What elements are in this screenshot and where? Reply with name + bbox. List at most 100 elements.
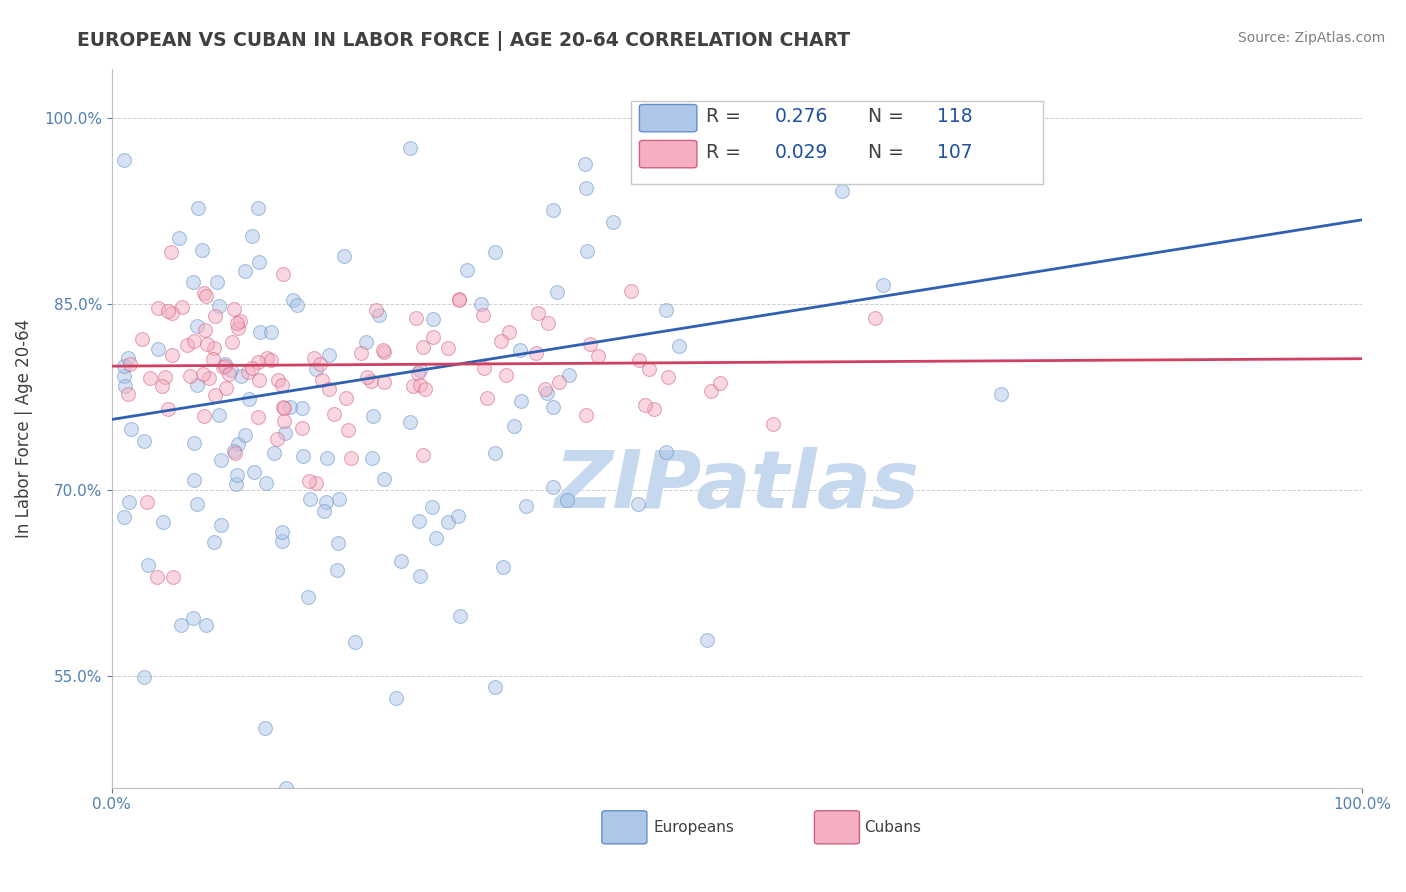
Point xyxy=(209,452,232,467)
Point xyxy=(322,408,344,422)
Point xyxy=(361,451,384,466)
Point xyxy=(408,515,430,529)
Point xyxy=(336,423,359,437)
FancyBboxPatch shape xyxy=(640,140,697,168)
Point xyxy=(557,492,579,507)
Point xyxy=(238,392,260,406)
Point xyxy=(271,524,294,539)
Point xyxy=(176,338,198,352)
Point xyxy=(112,369,135,384)
Point xyxy=(361,409,384,423)
Point xyxy=(273,425,295,440)
Point xyxy=(181,611,204,625)
Point xyxy=(212,359,235,374)
Point xyxy=(699,384,721,399)
Point xyxy=(492,559,515,574)
Point xyxy=(437,341,460,355)
Point xyxy=(226,467,249,482)
Point xyxy=(160,245,183,260)
Point xyxy=(290,401,312,416)
Point xyxy=(283,293,305,308)
Text: R =: R = xyxy=(706,144,741,162)
Point xyxy=(634,398,657,412)
Point xyxy=(179,368,201,383)
Point xyxy=(156,401,179,416)
Point xyxy=(484,446,506,460)
Point xyxy=(247,373,270,387)
Point xyxy=(256,351,278,365)
Point xyxy=(509,343,531,357)
Point xyxy=(193,368,215,382)
Point xyxy=(575,244,598,258)
Point xyxy=(356,370,378,384)
Point xyxy=(318,382,340,396)
Point xyxy=(575,409,598,423)
Point xyxy=(138,558,160,572)
Point xyxy=(225,477,247,491)
Point xyxy=(401,378,423,392)
Point xyxy=(247,201,270,215)
Point xyxy=(233,428,256,442)
Point xyxy=(167,231,190,245)
Point xyxy=(484,244,506,259)
Point xyxy=(236,365,259,379)
Point xyxy=(207,299,229,313)
Point xyxy=(536,386,558,401)
Point xyxy=(291,421,314,435)
Point xyxy=(420,500,443,515)
Text: N =: N = xyxy=(868,107,904,126)
Point xyxy=(449,293,471,308)
Point xyxy=(643,401,665,416)
Point xyxy=(117,351,139,366)
Point xyxy=(170,300,193,314)
Point xyxy=(534,383,557,397)
Point xyxy=(242,229,264,244)
Point xyxy=(221,334,243,349)
Point xyxy=(247,355,270,369)
Point xyxy=(547,375,569,389)
Point xyxy=(389,554,412,568)
FancyBboxPatch shape xyxy=(814,811,859,844)
Point xyxy=(602,215,624,229)
Point xyxy=(170,618,193,632)
Point xyxy=(413,382,436,396)
Point xyxy=(655,445,678,459)
Text: Cubans: Cubans xyxy=(865,820,921,835)
Point xyxy=(273,414,295,428)
Point xyxy=(224,443,246,458)
Point xyxy=(831,185,853,199)
Point xyxy=(709,376,731,391)
Point xyxy=(475,391,498,405)
Point xyxy=(398,415,420,429)
Point xyxy=(472,308,495,322)
Point xyxy=(202,341,225,355)
FancyBboxPatch shape xyxy=(631,101,1043,184)
Text: R =: R = xyxy=(706,107,741,126)
Point xyxy=(990,387,1012,401)
Point xyxy=(558,368,581,382)
Point xyxy=(575,181,598,195)
Point xyxy=(328,535,350,549)
Point xyxy=(254,475,277,490)
Point xyxy=(152,516,174,530)
Text: Source: ZipAtlas.com: Source: ZipAtlas.com xyxy=(1237,31,1385,45)
Point xyxy=(484,681,506,695)
Point xyxy=(246,410,269,425)
Point xyxy=(340,450,363,465)
Point xyxy=(112,509,135,524)
Point xyxy=(146,301,169,315)
Point xyxy=(193,409,215,424)
Point xyxy=(537,317,560,331)
Point xyxy=(541,401,564,415)
Text: EUROPEAN VS CUBAN IN LABOR FORCE | AGE 20-64 CORRELATION CHART: EUROPEAN VS CUBAN IN LABOR FORCE | AGE 2… xyxy=(77,31,851,51)
Point xyxy=(302,351,325,365)
Point xyxy=(350,346,373,360)
Point xyxy=(132,670,155,684)
Point xyxy=(409,362,432,376)
Point xyxy=(865,310,887,325)
Point xyxy=(422,329,444,343)
Point xyxy=(385,691,408,706)
Point xyxy=(406,366,429,380)
Point xyxy=(335,391,357,405)
Point xyxy=(195,618,218,632)
